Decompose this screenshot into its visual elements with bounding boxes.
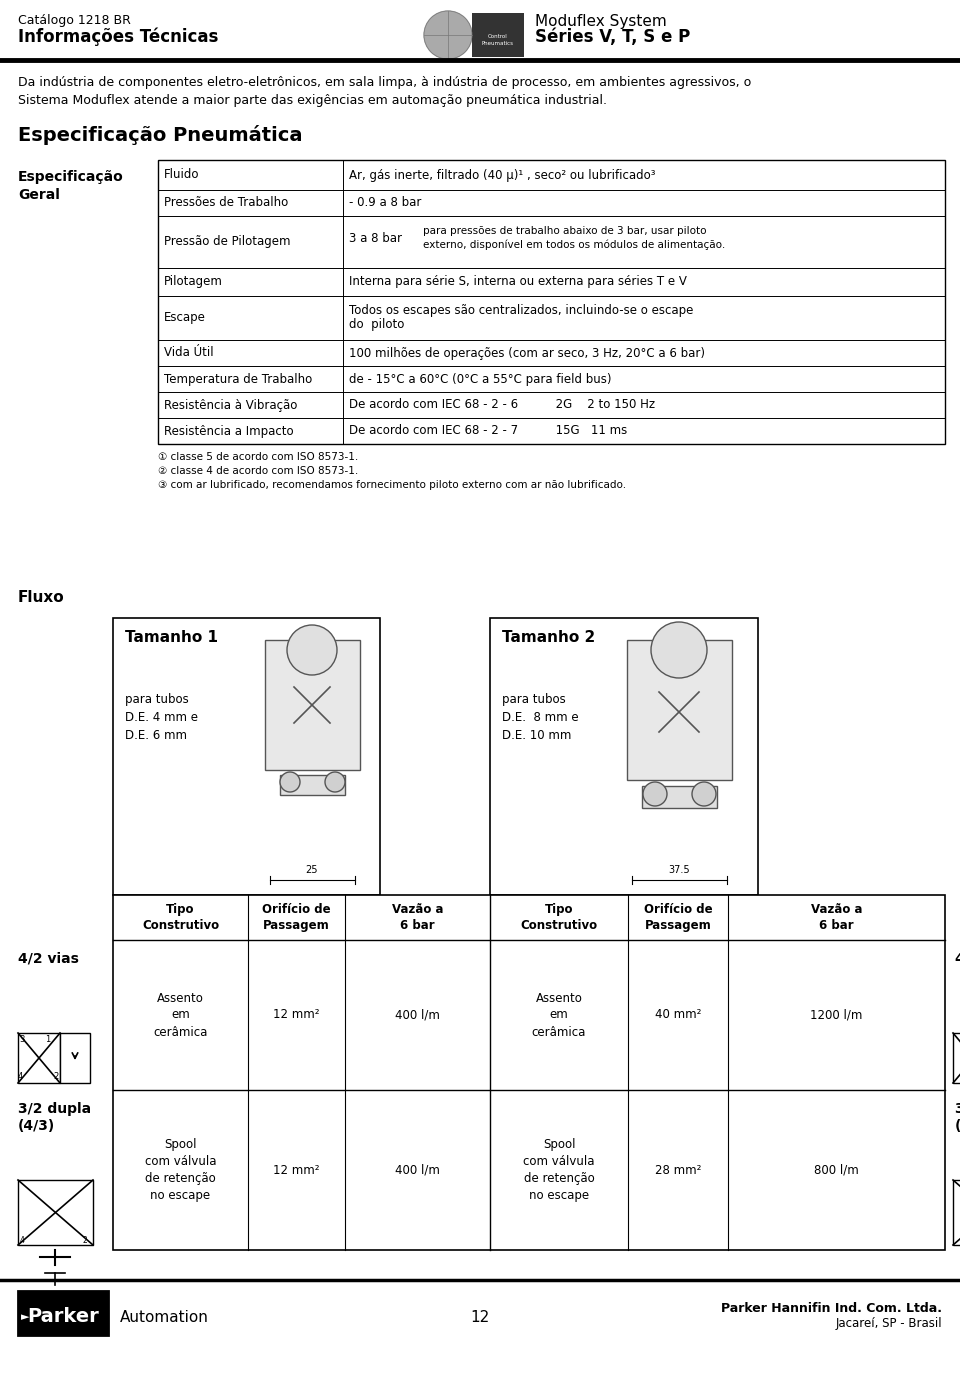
Text: de - 15°C a 60°C (0°C a 55°C para field bus): de - 15°C a 60°C (0°C a 55°C para field … <box>349 372 612 386</box>
Text: Control
Pneumatics: Control Pneumatics <box>482 35 514 46</box>
Text: Tamanho 1: Tamanho 1 <box>125 630 218 645</box>
Text: 1200 l/m: 1200 l/m <box>810 1009 863 1021</box>
Bar <box>60 1032 90 1084</box>
Text: 1: 1 <box>45 1035 51 1044</box>
Text: Fluxo: Fluxo <box>18 590 64 605</box>
Text: ►: ► <box>21 1312 29 1322</box>
Text: Orifício de
Passagem: Orifício de Passagem <box>644 902 712 931</box>
Text: Séries V, T, S e P: Séries V, T, S e P <box>535 28 690 46</box>
Text: De acordo com IEC 68 - 2 - 7          15G   11 ms: De acordo com IEC 68 - 2 - 7 15G 11 ms <box>349 425 627 437</box>
Text: Assento
em
cerâmica: Assento em cerâmica <box>532 991 587 1038</box>
Text: Parker Hannifin Ind. Com. Ltda.: Parker Hannifin Ind. Com. Ltda. <box>721 1301 942 1315</box>
Text: 400 l/m: 400 l/m <box>396 1009 440 1021</box>
Text: Escape: Escape <box>164 311 205 324</box>
Text: 3/2 dupla
(4/3): 3/2 dupla (4/3) <box>18 1102 91 1133</box>
Text: Orifício de
Passagem: Orifício de Passagem <box>262 902 331 931</box>
Text: Tamanho 2: Tamanho 2 <box>502 630 595 645</box>
Circle shape <box>692 782 716 805</box>
Text: Catálogo 1218 BR: Catálogo 1218 BR <box>18 14 131 28</box>
Text: 3: 3 <box>19 1035 25 1044</box>
Bar <box>490 619 758 895</box>
Text: Automation: Automation <box>120 1309 209 1324</box>
Text: 12 mm²: 12 mm² <box>274 1164 320 1176</box>
Text: Da indústria de componentes eletro-eletrônicos, em sala limpa, à indústria de pr: Da indústria de componentes eletro-eletr… <box>18 76 752 107</box>
Bar <box>18 1291 108 1336</box>
Text: Moduflex System: Moduflex System <box>535 14 667 29</box>
Bar <box>280 775 345 794</box>
Text: Resistência à Vibração: Resistência à Vibração <box>164 399 298 411</box>
Text: Vida Útil: Vida Útil <box>164 346 214 360</box>
Text: 12: 12 <box>470 1309 490 1324</box>
Text: Assento
em
cerâmica: Assento em cerâmica <box>154 991 207 1038</box>
Text: Temperatura de Trabalho: Temperatura de Trabalho <box>164 372 312 386</box>
Text: 400 l/m: 400 l/m <box>396 1164 440 1176</box>
Text: para pressões de trabalho abaixo de 3 bar, usar piloto: para pressões de trabalho abaixo de 3 ba… <box>423 226 707 237</box>
Text: Spool
com válvula
de retenção
no escape: Spool com válvula de retenção no escape <box>145 1138 216 1201</box>
Bar <box>953 1181 960 1246</box>
Circle shape <box>280 772 300 792</box>
Circle shape <box>643 782 667 805</box>
Text: 4: 4 <box>20 1236 25 1246</box>
Text: 4/2 vias: 4/2 vias <box>18 952 79 966</box>
Text: Pressões de Trabalho: Pressões de Trabalho <box>164 197 288 209</box>
Text: 25: 25 <box>305 865 319 875</box>
Text: externo, disponível em todos os módulos de alimentação.: externo, disponível em todos os módulos … <box>423 239 725 249</box>
Text: 37.5: 37.5 <box>668 865 690 875</box>
Bar <box>113 895 945 1250</box>
Bar <box>627 639 732 781</box>
Bar <box>265 639 360 770</box>
Bar <box>158 161 945 444</box>
Text: 4/2 vias: 4/2 vias <box>955 952 960 966</box>
Text: 3 a 8 bar: 3 a 8 bar <box>349 231 402 245</box>
Circle shape <box>651 621 707 678</box>
Text: Tipo
Construtivo: Tipo Construtivo <box>142 902 219 931</box>
Text: Resistência a Impacto: Resistência a Impacto <box>164 425 294 437</box>
Text: Spool
com válvula
de retenção
no escape: Spool com válvula de retenção no escape <box>523 1138 595 1201</box>
Text: 800 l/m: 800 l/m <box>814 1164 859 1176</box>
Text: Pilotagem: Pilotagem <box>164 275 223 288</box>
Text: ② classe 4 de acordo com ISO 8573-1.: ② classe 4 de acordo com ISO 8573-1. <box>158 466 358 476</box>
Text: 28 mm²: 28 mm² <box>655 1164 701 1176</box>
Text: Pressão de Pilotagem: Pressão de Pilotagem <box>164 235 291 249</box>
Text: Interna para série S, interna ou externa para séries T e V: Interna para série S, interna ou externa… <box>349 275 686 288</box>
Text: Informações Técnicas: Informações Técnicas <box>18 28 218 47</box>
Text: 4: 4 <box>17 1073 23 1081</box>
Text: para tubos
D.E. 4 mm e
D.E. 6 mm: para tubos D.E. 4 mm e D.E. 6 mm <box>125 693 198 742</box>
Text: ③ com ar lubrificado, recomendamos fornecimento piloto externo com ar não lubrif: ③ com ar lubrificado, recomendamos forne… <box>158 480 626 490</box>
Text: Vazão a
6 bar: Vazão a 6 bar <box>811 902 862 931</box>
Circle shape <box>325 772 345 792</box>
Text: Ar, gás inerte, filtrado (40 μ)¹ , seco² ou lubrificado³: Ar, gás inerte, filtrado (40 μ)¹ , seco²… <box>349 169 656 181</box>
Text: Jacareí, SP - Brasil: Jacareí, SP - Brasil <box>835 1318 942 1330</box>
Bar <box>113 619 380 895</box>
Circle shape <box>424 11 472 60</box>
Text: 40 mm²: 40 mm² <box>655 1009 701 1021</box>
Text: Tipo
Construtivo: Tipo Construtivo <box>520 902 597 931</box>
Text: 3/2 dupla
(4/3): 3/2 dupla (4/3) <box>955 1102 960 1133</box>
Text: 2: 2 <box>54 1073 59 1081</box>
Text: do  piloto: do piloto <box>349 318 404 331</box>
Text: 2: 2 <box>83 1236 87 1246</box>
Bar <box>18 1181 93 1246</box>
Bar <box>953 1032 960 1084</box>
Bar <box>642 786 717 808</box>
Text: Fluido: Fluido <box>164 169 200 181</box>
Text: 12 mm²: 12 mm² <box>274 1009 320 1021</box>
Text: Especificação
Geral: Especificação Geral <box>18 170 124 202</box>
Text: - 0.9 a 8 bar: - 0.9 a 8 bar <box>349 197 421 209</box>
Circle shape <box>287 626 337 675</box>
Bar <box>472 12 524 57</box>
Text: 100 milhões de operações (com ar seco, 3 Hz, 20°C a 6 bar): 100 milhões de operações (com ar seco, 3… <box>349 346 705 360</box>
Bar <box>18 1032 60 1084</box>
Text: De acordo com IEC 68 - 2 - 6          2G    2 to 150 Hz: De acordo com IEC 68 - 2 - 6 2G 2 to 150… <box>349 399 655 411</box>
Text: para tubos
D.E.  8 mm e
D.E. 10 mm: para tubos D.E. 8 mm e D.E. 10 mm <box>502 693 579 742</box>
Text: Vazão a
6 bar: Vazão a 6 bar <box>392 902 444 931</box>
Text: Especificação Pneumática: Especificação Pneumática <box>18 125 302 145</box>
Text: ① classe 5 de acordo com ISO 8573-1.: ① classe 5 de acordo com ISO 8573-1. <box>158 453 358 462</box>
Text: Parker: Parker <box>27 1308 99 1326</box>
Text: Todos os escapes são centralizados, incluindo-se o escape: Todos os escapes são centralizados, incl… <box>349 304 693 317</box>
